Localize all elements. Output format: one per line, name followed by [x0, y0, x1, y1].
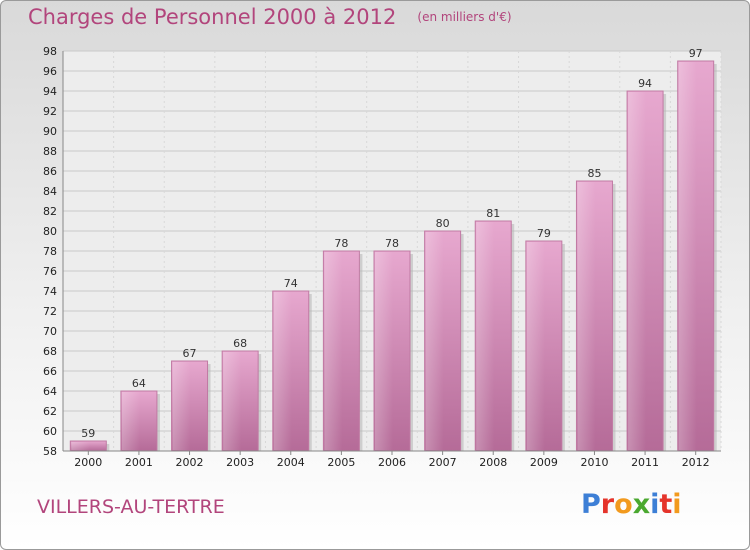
logo-letter: o — [614, 489, 633, 520]
x-tick-label: 2001 — [125, 456, 153, 469]
bar-highlight — [324, 252, 343, 450]
y-tick-label: 64 — [43, 385, 57, 398]
bar-highlight — [71, 442, 90, 450]
y-tick-label: 84 — [43, 185, 57, 198]
x-tick-label: 2009 — [530, 456, 558, 469]
bar-highlight — [628, 92, 647, 450]
y-tick-label: 74 — [43, 285, 57, 298]
y-tick-label: 90 — [43, 125, 57, 138]
bar-highlight — [476, 222, 495, 450]
value-label: 64 — [132, 377, 146, 390]
logo-letter: x — [632, 489, 651, 520]
x-tick-label: 2008 — [479, 456, 507, 469]
value-label: 80 — [436, 217, 450, 230]
bar-highlight — [526, 242, 545, 450]
y-tick-label: 58 — [43, 445, 57, 458]
x-tick-label: 2010 — [580, 456, 608, 469]
y-tick-label: 96 — [43, 65, 57, 78]
commune-name: VILLERS-AU-TERTRE — [37, 496, 225, 518]
bar-highlight — [425, 232, 444, 450]
x-tick-label: 2012 — [682, 456, 710, 469]
bar-highlight — [577, 182, 596, 450]
x-tick-label: 2007 — [429, 456, 457, 469]
x-tick-label: 2000 — [74, 456, 102, 469]
x-tick-label: 2005 — [327, 456, 355, 469]
y-tick-label: 92 — [43, 105, 57, 118]
x-tick-label: 2006 — [378, 456, 406, 469]
x-tick-label: 2011 — [631, 456, 659, 469]
value-label: 78 — [385, 237, 399, 250]
bar-layer — [69, 60, 717, 452]
value-label: 79 — [537, 227, 551, 240]
value-label: 94 — [638, 77, 652, 90]
bar-highlight — [273, 292, 292, 450]
x-tick-label: 2003 — [226, 456, 254, 469]
logo-letter: P — [581, 489, 601, 520]
logo-letter: i — [672, 489, 682, 520]
logo-letter: t — [659, 489, 673, 520]
y-tick-label: 68 — [43, 345, 57, 358]
bar-highlight — [375, 252, 393, 450]
y-tick-label: 88 — [43, 145, 57, 158]
bar-highlight — [172, 362, 191, 450]
value-label: 74 — [284, 277, 298, 290]
bar-highlight — [223, 352, 242, 450]
axis-layer: 58 60 62 64 66 68 70 72 74 76 78 80 82 84 86 88 90 92 94 96… — [43, 45, 721, 469]
y-tick-label: 60 — [43, 425, 57, 438]
logo-letter: r — [600, 489, 615, 520]
y-tick-label: 78 — [43, 245, 57, 258]
chart-subtitle: (en milliers d'€) — [417, 10, 512, 24]
value-label: 85 — [587, 167, 601, 180]
y-tick-label: 98 — [43, 45, 57, 58]
bar-highlight — [678, 62, 697, 450]
proxiti-logo[interactable]: Proxiti — [581, 489, 682, 520]
x-tick-label: 2002 — [176, 456, 204, 469]
title-row: Charges de Personnel 2000 à 2012 (en mil… — [28, 5, 512, 29]
value-label: 68 — [233, 337, 247, 350]
y-tick-label: 80 — [43, 225, 57, 238]
y-tick-label: 70 — [43, 325, 57, 338]
y-tick-label: 94 — [43, 85, 57, 98]
value-label: 67 — [183, 347, 197, 360]
value-label: 59 — [81, 427, 95, 440]
chart-title: Charges de Personnel 2000 à 2012 — [28, 5, 397, 29]
y-tick-label: 86 — [43, 165, 57, 178]
value-label: 81 — [486, 207, 500, 220]
y-tick-label: 72 — [43, 305, 57, 318]
value-label: 78 — [334, 237, 348, 250]
logo-letter: i — [650, 489, 660, 520]
y-tick-label: 62 — [43, 405, 57, 418]
y-tick-label: 82 — [43, 205, 57, 218]
x-tick-label: 2004 — [277, 456, 305, 469]
value-label: 97 — [689, 47, 703, 60]
y-tick-label: 66 — [43, 365, 57, 378]
y-tick-label: 76 — [43, 265, 57, 278]
bar-highlight — [121, 392, 140, 450]
